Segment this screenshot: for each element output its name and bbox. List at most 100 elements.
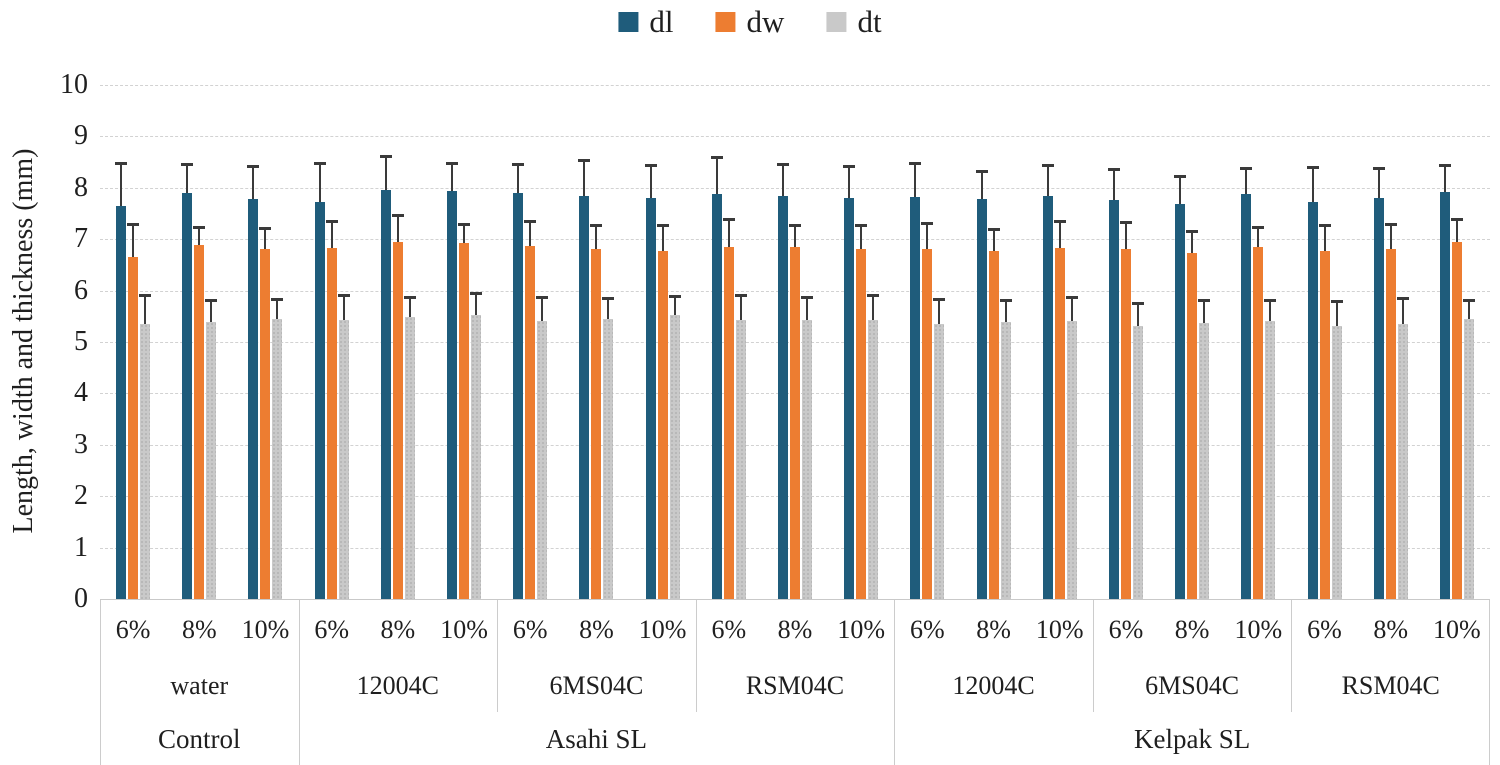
error-bar-cap-dl — [644, 164, 657, 168]
error-bar-line-dt — [938, 299, 941, 324]
error-bar-line-dl — [914, 163, 917, 198]
error-bar-line-dw — [860, 225, 863, 250]
error-bar-line-dw — [1257, 228, 1260, 247]
bar-dl — [1108, 199, 1119, 599]
bar-dw — [525, 246, 536, 599]
error-bar-line-dw — [264, 228, 267, 250]
chart-legend: dl dw dt — [618, 6, 882, 37]
error-bar-line-dt — [541, 298, 544, 322]
bar-dw — [1054, 247, 1065, 599]
y-tick-label-4: 4 — [74, 377, 88, 409]
error-bar-cap-dl — [1438, 163, 1451, 167]
bar-dl — [380, 190, 391, 599]
bar-dt — [1265, 321, 1276, 599]
error-bar-cap-dt — [1065, 296, 1078, 300]
error-bar-cap-dl — [1240, 166, 1253, 170]
bar-dt — [1199, 322, 1210, 599]
bar-group-Kelpak SL-RSM04C-8% — [1358, 85, 1424, 599]
error-bar-line-dl — [1443, 165, 1446, 192]
error-bar-cap-dw — [259, 226, 272, 230]
error-bar-line-dw — [1191, 231, 1194, 254]
bar-dw — [194, 245, 205, 599]
bar-dl — [1175, 204, 1186, 599]
error-bar-line-dl — [517, 164, 520, 194]
gridline-y-10 — [100, 85, 1490, 86]
bar-dw — [1451, 241, 1462, 599]
error-bar-cap-dt — [536, 296, 549, 300]
y-tick-label-7: 7 — [74, 223, 88, 255]
axis-separator-group — [100, 600, 101, 765]
y-tick-label-5: 5 — [74, 326, 88, 357]
axis-separator-group — [894, 600, 896, 765]
bar-dl — [1241, 193, 1252, 599]
error-bar-line-dl — [980, 172, 983, 200]
category-label-concentration: 8% — [380, 615, 416, 644]
category-label-concentration: 6% — [512, 615, 548, 644]
category-label-concentration: 6% — [115, 615, 151, 644]
plot-area — [100, 85, 1490, 599]
bar-dw — [1120, 249, 1131, 599]
error-bar-cap-dl — [1306, 166, 1319, 170]
bar-group-Asahi SL-6MS04C-10% — [630, 85, 696, 599]
error-bar-line-dl — [1046, 166, 1049, 196]
bar-dw — [789, 247, 800, 599]
error-bar-cap-dt — [1264, 299, 1277, 303]
axis-separator-group — [1489, 600, 1490, 765]
error-bar-line-dw — [1124, 222, 1127, 250]
category-label-concentration: 8% — [579, 615, 614, 644]
bar-dw — [591, 249, 602, 599]
bar-dl — [447, 191, 458, 599]
error-bar-cap-dt — [1131, 302, 1144, 306]
error-bar-line-dw — [1455, 220, 1458, 242]
bar-group-Asahi SL-6MS04C-6% — [497, 85, 563, 599]
category-label-concentration: 10% — [1433, 615, 1481, 644]
y-tick-label-6: 6 — [74, 274, 88, 306]
bar-dt — [338, 320, 349, 599]
error-bar-line-dw — [992, 230, 995, 252]
bar-dl — [314, 202, 325, 599]
bar-dw — [1385, 249, 1396, 599]
bar-dt — [1132, 325, 1143, 599]
category-label-concentration: 10% — [241, 615, 290, 644]
error-bar-cap-dl — [247, 165, 260, 169]
error-bar-cap-dl — [1174, 174, 1187, 178]
bar-group-Asahi SL-12004C-8% — [365, 85, 431, 599]
category-label-treatment: 6MS04C — [1145, 671, 1240, 700]
bar-dt — [206, 322, 217, 599]
error-bar-cap-dw — [987, 228, 1000, 232]
bar-dl — [116, 205, 127, 599]
error-bar-cap-dt — [1396, 297, 1409, 301]
bar-group-Control-water-6% — [100, 85, 166, 599]
category-label-treatment: RSM04C — [745, 671, 845, 700]
bar-dl — [248, 199, 259, 599]
error-bar-line-dl — [649, 166, 652, 198]
bar-dl — [910, 197, 921, 599]
error-bar-cap-dt — [470, 291, 483, 295]
error-bar-line-dw — [396, 216, 399, 242]
error-bar-line-dw — [529, 221, 532, 247]
bar-dt — [603, 318, 614, 599]
error-bar-cap-dt — [403, 296, 416, 300]
error-bar-cap-dt — [999, 299, 1012, 303]
error-bar-line-dl — [318, 163, 321, 203]
category-label-group: Kelpak SL — [1134, 723, 1251, 754]
error-bar-line-dt — [1070, 298, 1073, 322]
bar-dw — [922, 248, 933, 599]
error-bar-cap-dl — [1372, 166, 1385, 170]
error-bar-cap-dw — [1119, 220, 1132, 224]
error-bar-cap-dl — [1041, 164, 1054, 168]
error-bar-line-dt — [342, 296, 345, 321]
bar-dt — [934, 323, 945, 599]
axis-separator-treatment — [497, 600, 499, 712]
error-bar-cap-dl — [909, 161, 922, 165]
error-bar-line-dt — [607, 299, 610, 319]
bar-dw — [392, 241, 403, 599]
bar-dl — [1373, 198, 1384, 599]
error-bar-cap-dl — [1107, 168, 1120, 172]
error-bar-line-dl — [848, 167, 851, 198]
error-bar-cap-dw — [1053, 220, 1066, 224]
bar-group-Asahi SL-12004C-10% — [431, 85, 497, 599]
error-bar-cap-dw — [458, 222, 471, 226]
error-bar-cap-dt — [139, 293, 152, 297]
bar-dt — [669, 315, 680, 599]
